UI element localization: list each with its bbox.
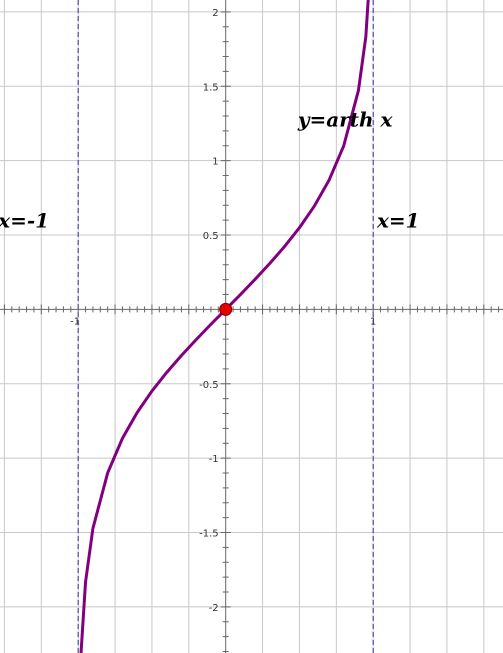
y-tick-label: 0.5 — [203, 231, 219, 242]
asymptotes — [77, 0, 374, 653]
x-tick-label: -1 — [70, 316, 80, 327]
y-tick-label: 1 — [212, 157, 218, 168]
ticks: -1 1 2 1.5 1 0.5 -0.5 -1 -1.5 -2 — [3, 8, 500, 653]
points — [219, 302, 233, 316]
asymptote-label: x=1 — [376, 209, 420, 233]
asymptote-label: x=-1 — [0, 209, 49, 233]
y-tick-label: -0.5 — [199, 380, 219, 391]
x-tick-label: 1 — [370, 316, 376, 327]
annotations: y=arth x x=-1 x=1 — [0, 107, 420, 232]
y-tick-label: -1.5 — [199, 529, 219, 540]
origin-point — [219, 302, 233, 316]
y-tick-label: -1 — [209, 454, 219, 465]
y-tick-label: 2 — [212, 8, 218, 19]
y-tick-label: -2 — [209, 603, 219, 614]
curve-label: y=arth x — [297, 107, 394, 131]
y-tick-label: 1.5 — [203, 82, 219, 93]
